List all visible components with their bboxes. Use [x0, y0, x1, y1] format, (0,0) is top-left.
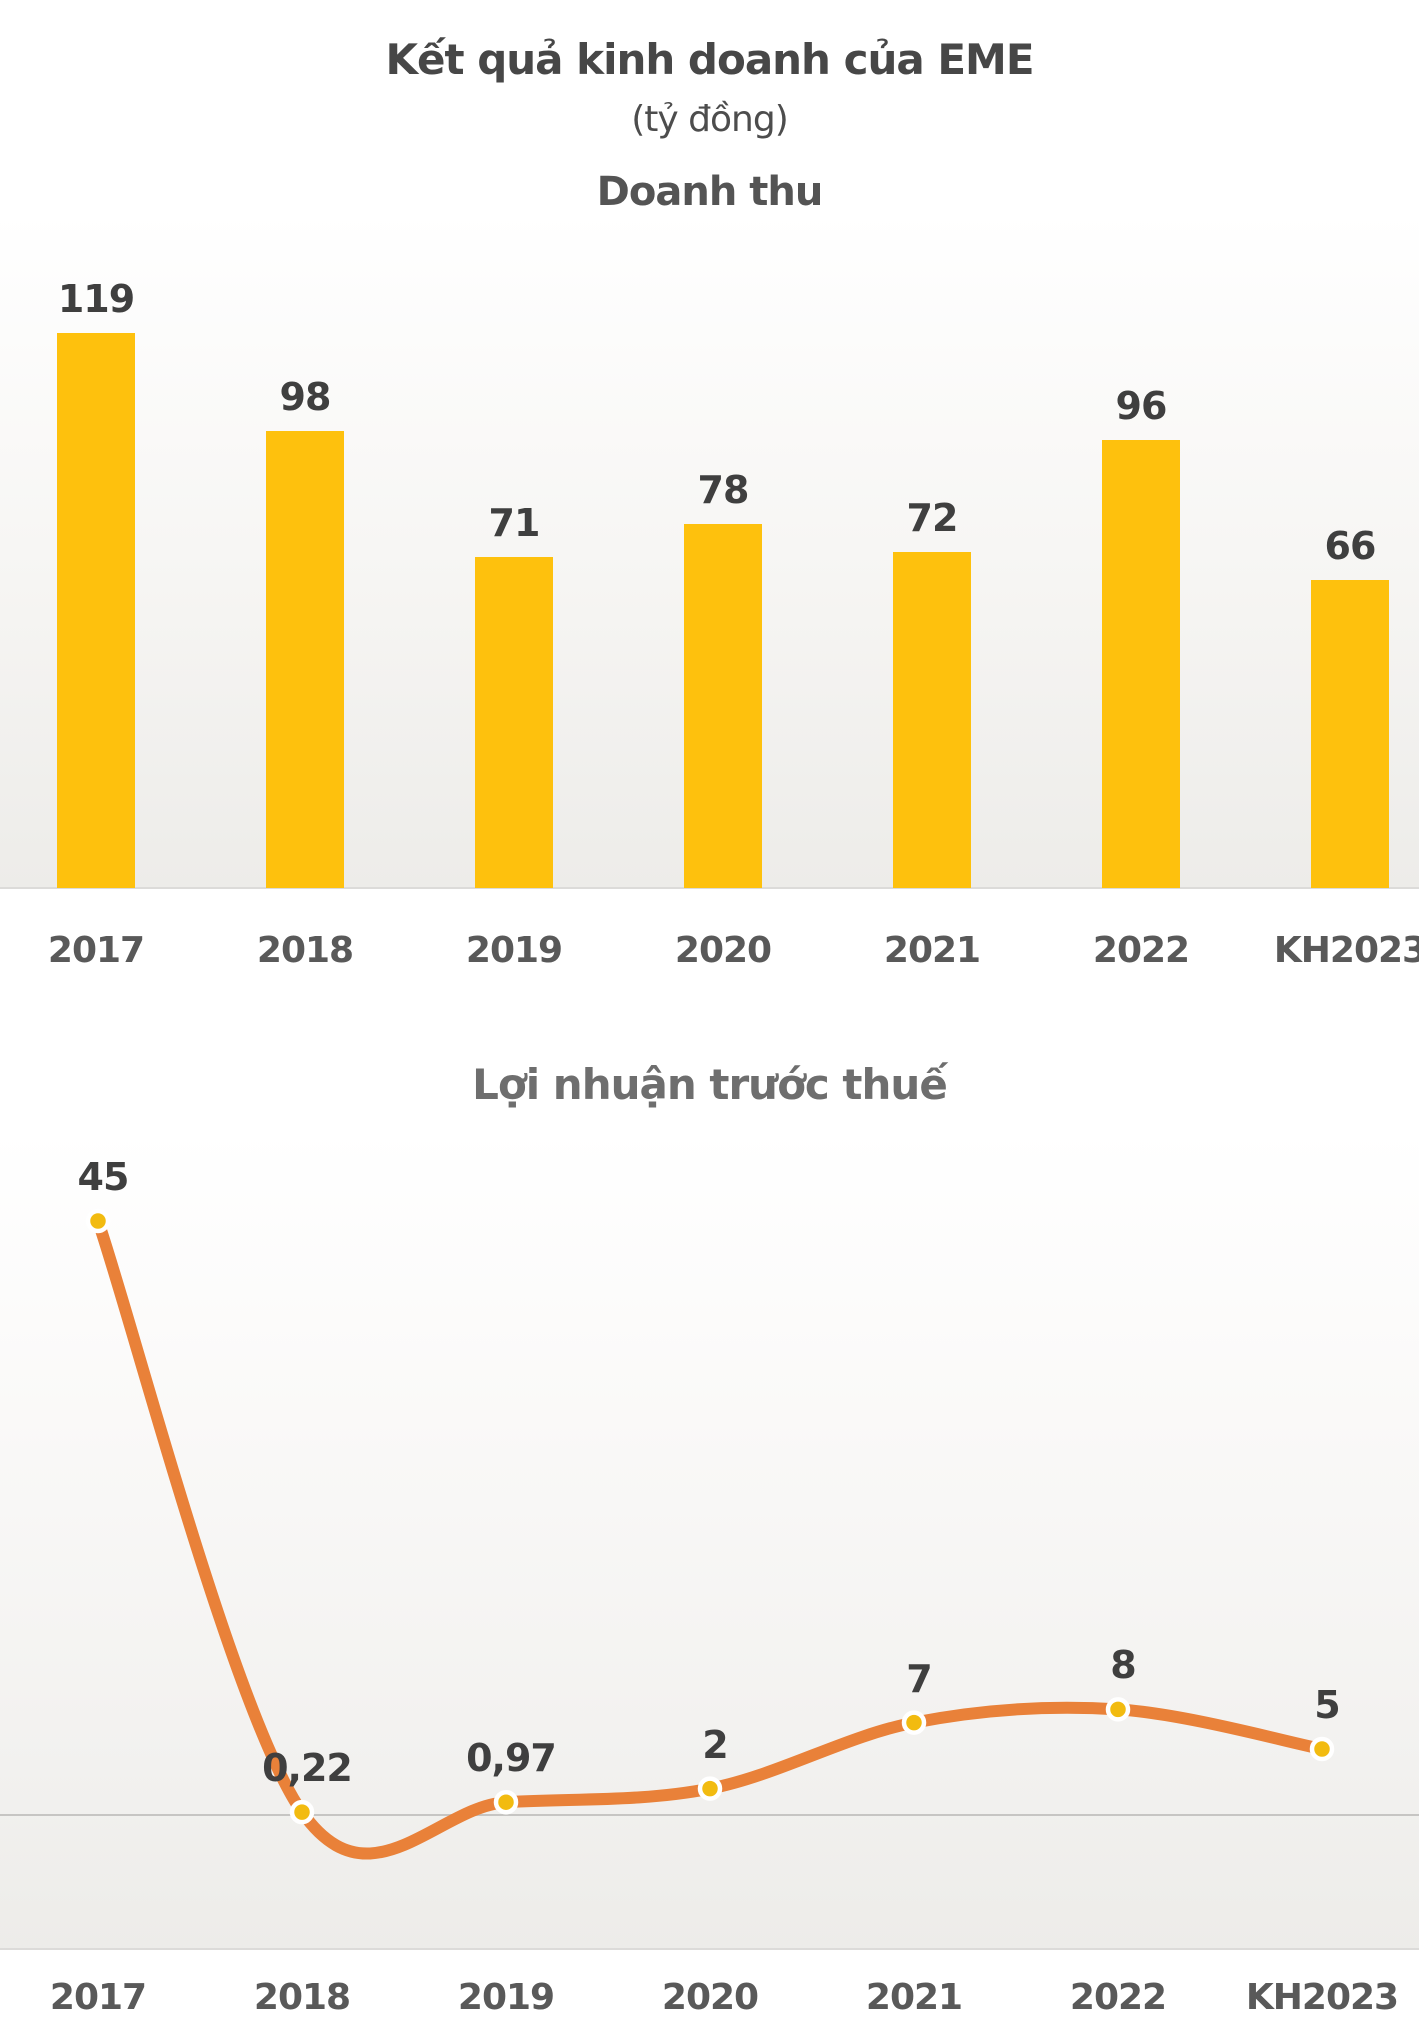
profit-value-label: 8: [1110, 1643, 1136, 1688]
profit-value-label: 0,22: [262, 1746, 353, 1791]
revenue-value-label: 98: [279, 375, 332, 419]
revenue-axis-label-2017: 2017: [47, 930, 145, 971]
profit-value-label: 2: [702, 1722, 728, 1767]
revenue-value-label: 66: [1324, 524, 1377, 568]
revenue-value-label: 78: [697, 468, 750, 512]
profit-value-label: 45: [77, 1155, 130, 1199]
profit-axis-label-2019: 2019: [457, 1977, 555, 2018]
revenue-bar-2018: [266, 431, 344, 888]
main-title: Kết quả kinh doanh của EME: [385, 35, 1034, 84]
revenue-axis-label-KH2023: KH2023: [1273, 930, 1419, 971]
profit-marker-2018: [289, 1799, 315, 1825]
revenue-value-label: 72: [906, 496, 959, 540]
revenue-value-label: 71: [488, 501, 541, 545]
profit-marker-2021: [901, 1710, 927, 1735]
profit-axis-label-2022: 2022: [1069, 1977, 1167, 2018]
profit-value-label: 5: [1314, 1683, 1340, 1727]
profit-marker-KH2023: [1309, 1736, 1335, 1762]
revenue-axis-label-2020: 2020: [674, 930, 772, 971]
revenue-bar-2019: [475, 557, 553, 888]
revenue-axis-label-2019: 2019: [465, 930, 563, 971]
profit-line-series: [92, 1215, 1328, 1860]
revenue-value-label: 119: [57, 277, 135, 321]
revenue-bar-2017: [57, 333, 135, 888]
profit-marker-2022: [1105, 1697, 1131, 1722]
profit-axis-label-KH2023: KH2023: [1245, 1977, 1399, 2018]
profit-marker-2020: [697, 1776, 723, 1801]
profit-value-label: 0,97: [466, 1736, 557, 1781]
profit-axis-label-2018: 2018: [253, 1977, 351, 2018]
profit-marker-2019: [493, 1789, 519, 1815]
revenue-value-label: 96: [1115, 384, 1168, 428]
revenue-bar-2022: [1102, 440, 1180, 888]
profit-value-label: 7: [906, 1656, 932, 1701]
profit-marker-2017: [85, 1208, 111, 1234]
revenue-axis-label-2022: 2022: [1092, 930, 1190, 971]
unit-subtitle: (tỷ đồng): [631, 99, 789, 140]
revenue-axis-label-2021: 2021: [883, 930, 981, 971]
profit-axis-label-2017: 2017: [49, 1977, 147, 2018]
profit-plot-background: [0, 1130, 1419, 1950]
revenue-bar-KH2023: [1311, 580, 1389, 888]
revenue-bar-2021: [893, 552, 971, 888]
revenue-axis-label-2018: 2018: [256, 930, 354, 971]
profit-axis-label-2020: 2020: [661, 1977, 759, 2018]
revenue-bar-2020: [684, 524, 762, 888]
profit-chart-title: Lợi nhuận trước thuế: [472, 1060, 948, 1109]
revenue-chart-title: Doanh thu: [596, 169, 824, 215]
profit-axis-label-2021: 2021: [865, 1977, 963, 2018]
